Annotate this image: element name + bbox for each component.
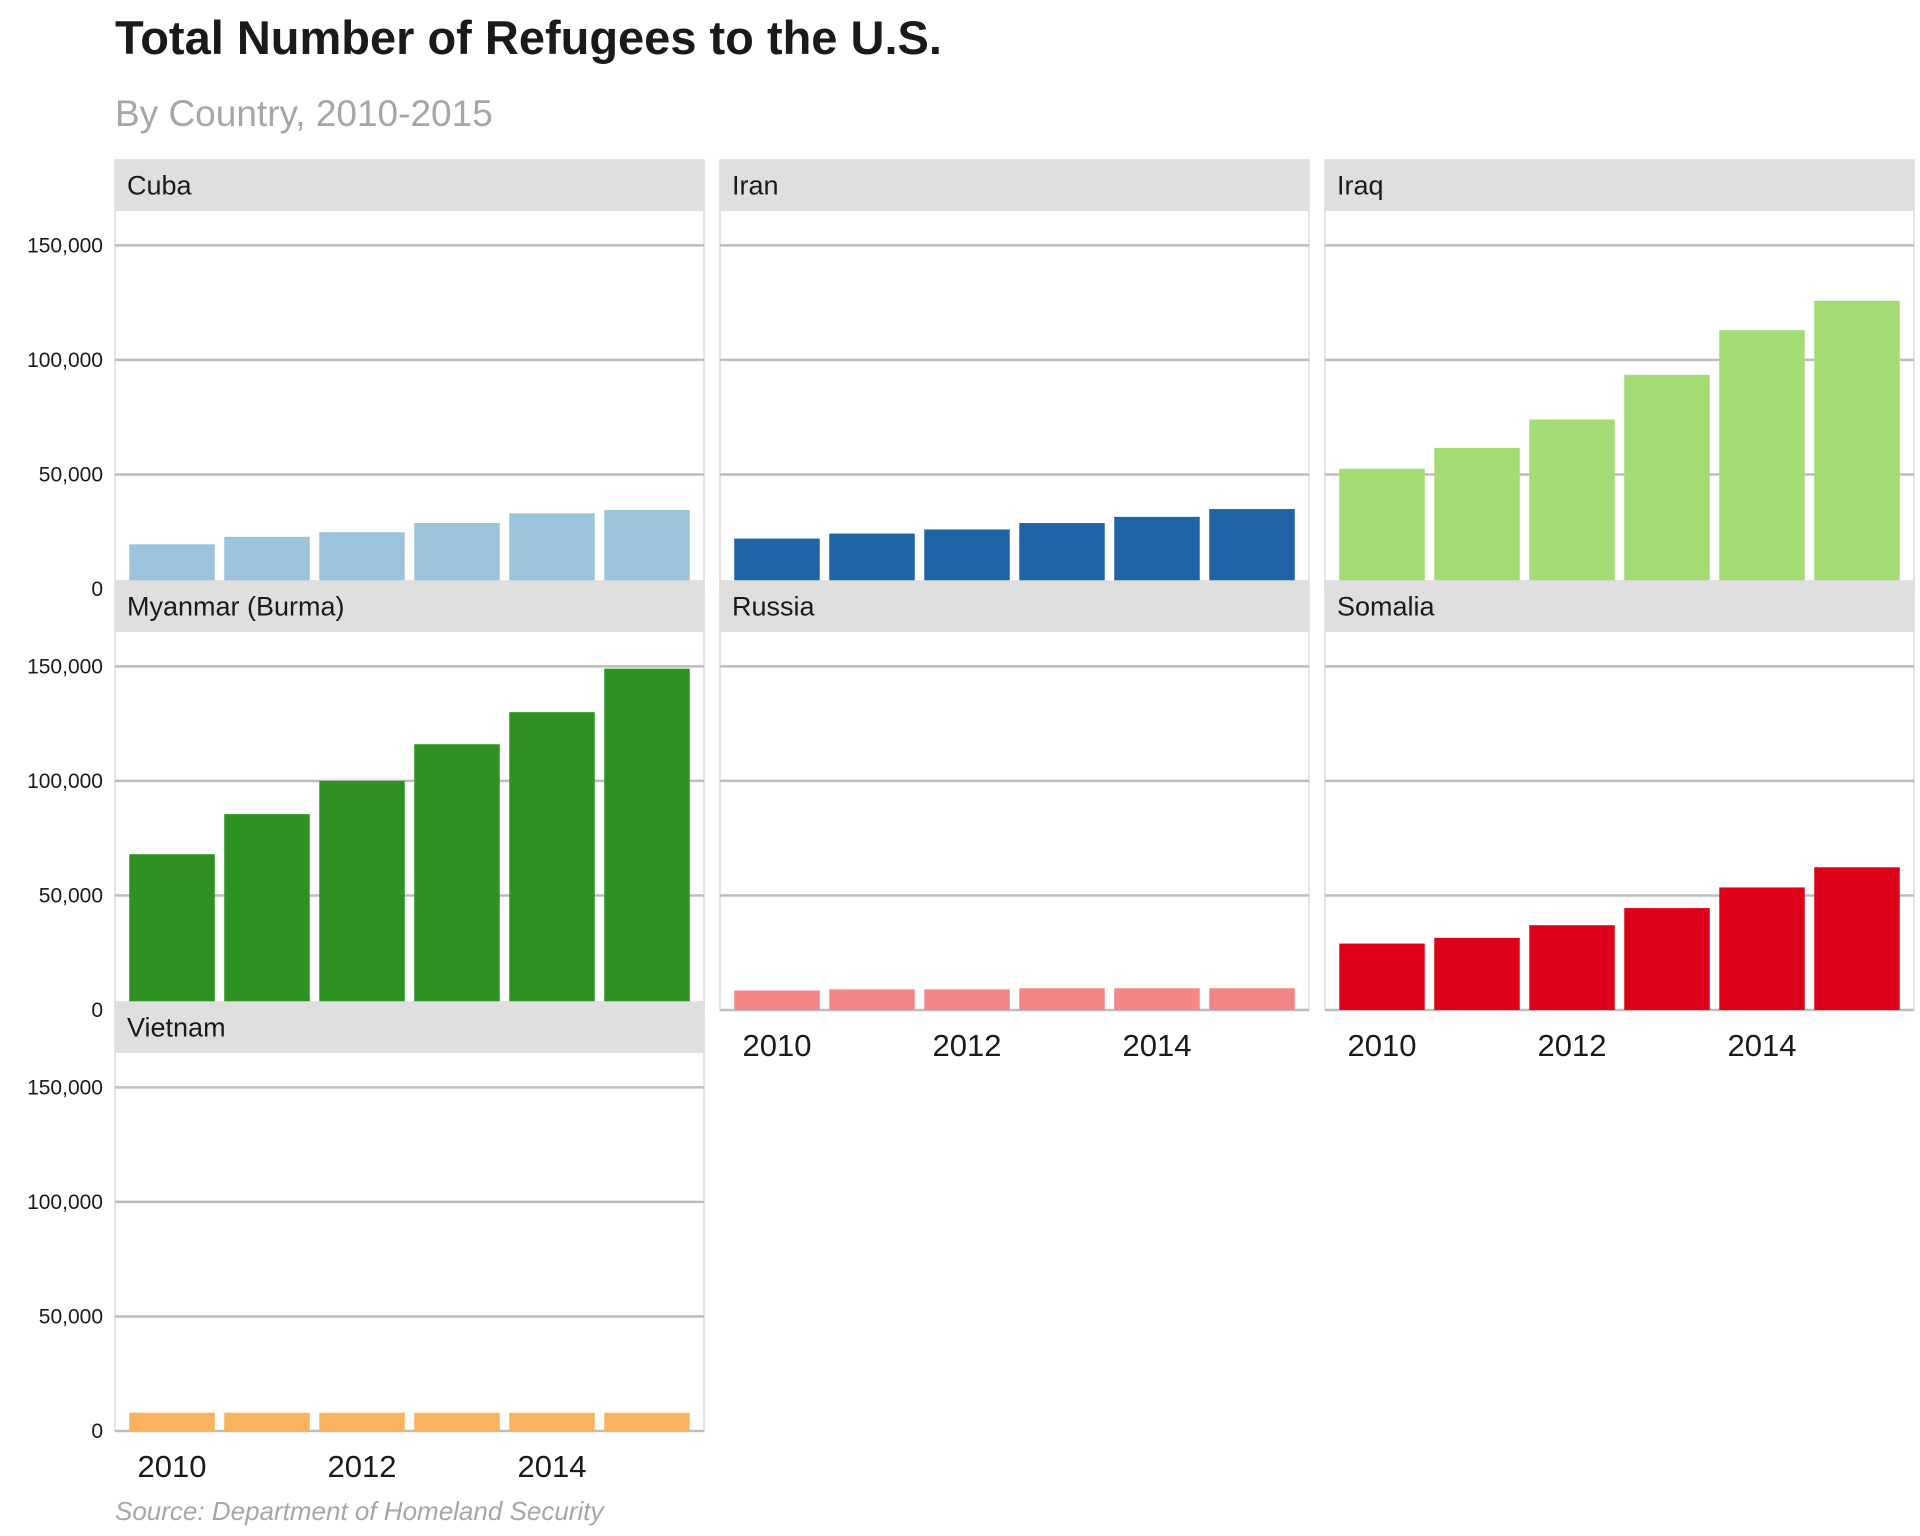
y-tick-label: 50,000	[39, 1305, 103, 1328]
panel-strip	[115, 160, 704, 211]
panel-strip	[115, 581, 704, 632]
panel-strip	[1325, 160, 1914, 211]
x-tick-label: 2012	[933, 1028, 1002, 1063]
bar-russia-2011	[829, 989, 915, 1010]
x-tick-label: 2010	[138, 1449, 207, 1484]
bar-cuba-2015	[604, 509, 690, 589]
y-tick-label: 0	[91, 1420, 103, 1443]
bar-russia-2012	[924, 989, 1010, 1010]
panel-title: Russia	[732, 592, 816, 622]
bar-russia-2010	[734, 990, 820, 1010]
x-tick-label: 2014	[1728, 1028, 1797, 1063]
x-tick-label: 2012	[328, 1449, 397, 1484]
bar-myanmar-burma-2013	[414, 744, 500, 1010]
y-tick-label: 0	[91, 578, 103, 601]
panel-strip	[1325, 581, 1914, 632]
panel-russia	[719, 580, 1310, 1011]
bar-vietnam-2012	[319, 1412, 405, 1431]
x-tick-label: 2014	[518, 1449, 587, 1484]
bar-iran-2015	[1209, 509, 1295, 589]
bar-russia-2014	[1114, 988, 1200, 1010]
bar-cuba-2013	[414, 523, 500, 589]
panel-title: Cuba	[127, 171, 193, 201]
bar-iraq-2012	[1529, 419, 1615, 589]
bar-myanmar-burma-2015	[604, 668, 690, 1010]
bar-cuba-2014	[509, 513, 595, 589]
bar-vietnam-2014	[509, 1412, 595, 1431]
chart-title: Total Number of Refugees to the U.S.	[115, 11, 942, 64]
y-tick-label: 100,000	[27, 1191, 103, 1214]
y-tick-label: 100,000	[27, 770, 103, 793]
panel-title: Iraq	[1337, 171, 1384, 201]
y-tick-label: 0	[91, 999, 103, 1022]
panel-strip	[115, 1002, 704, 1053]
y-tick-label: 100,000	[27, 349, 103, 372]
bar-iran-2014	[1114, 516, 1200, 589]
bar-iraq-2013	[1624, 374, 1710, 589]
bar-russia-2015	[1209, 988, 1295, 1010]
bar-somalia-2011	[1434, 937, 1520, 1010]
panel-vietnam	[114, 1001, 705, 1432]
y-tick-label: 150,000	[27, 1076, 103, 1099]
bar-somalia-2013	[1624, 908, 1710, 1010]
bar-cuba-2012	[319, 532, 405, 589]
bar-somalia-2010	[1339, 943, 1425, 1010]
panel-strip	[720, 581, 1309, 632]
bar-myanmar-burma-2010	[129, 854, 215, 1010]
x-tick-label: 2014	[1123, 1028, 1192, 1063]
chart-caption: Source: Department of Homeland Security	[115, 1496, 604, 1526]
bar-vietnam-2011	[224, 1412, 310, 1431]
bar-myanmar-burma-2011	[224, 814, 310, 1010]
panel-title: Iran	[732, 171, 779, 201]
bar-russia-2013	[1019, 988, 1105, 1010]
bar-somalia-2012	[1529, 925, 1615, 1010]
bar-somalia-2015	[1814, 867, 1900, 1010]
y-tick-label: 50,000	[39, 884, 103, 907]
x-tick-label: 2010	[1348, 1028, 1417, 1063]
bar-somalia-2014	[1719, 887, 1805, 1010]
bar-vietnam-2015	[604, 1412, 690, 1431]
bar-iraq-2015	[1814, 300, 1900, 589]
x-tick-label: 2012	[1538, 1028, 1607, 1063]
bar-vietnam-2013	[414, 1412, 500, 1431]
panel-title: Vietnam	[127, 1013, 226, 1043]
bar-iraq-2010	[1339, 468, 1425, 589]
chart-subtitle: By Country, 2010-2015	[115, 93, 493, 134]
x-tick-label: 2010	[743, 1028, 812, 1063]
panel-strip	[720, 160, 1309, 211]
panel-title: Somalia	[1337, 592, 1436, 622]
bar-iraq-2011	[1434, 447, 1520, 589]
bar-vietnam-2010	[129, 1412, 215, 1431]
y-tick-label: 150,000	[27, 655, 103, 678]
panel-title: Myanmar (Burma)	[127, 592, 345, 622]
facet-chart: Cuba 0 50,000 100,000 150,000 Iran Iraq Myanmar…	[27, 159, 1915, 1484]
bar-iran-2012	[924, 529, 1010, 589]
bar-myanmar-burma-2012	[319, 780, 405, 1010]
y-tick-label: 50,000	[39, 463, 103, 486]
bar-iran-2011	[829, 533, 915, 589]
y-tick-label: 150,000	[27, 234, 103, 257]
bar-myanmar-burma-2014	[509, 712, 595, 1010]
bar-iraq-2014	[1719, 330, 1805, 589]
bar-iran-2013	[1019, 523, 1105, 589]
